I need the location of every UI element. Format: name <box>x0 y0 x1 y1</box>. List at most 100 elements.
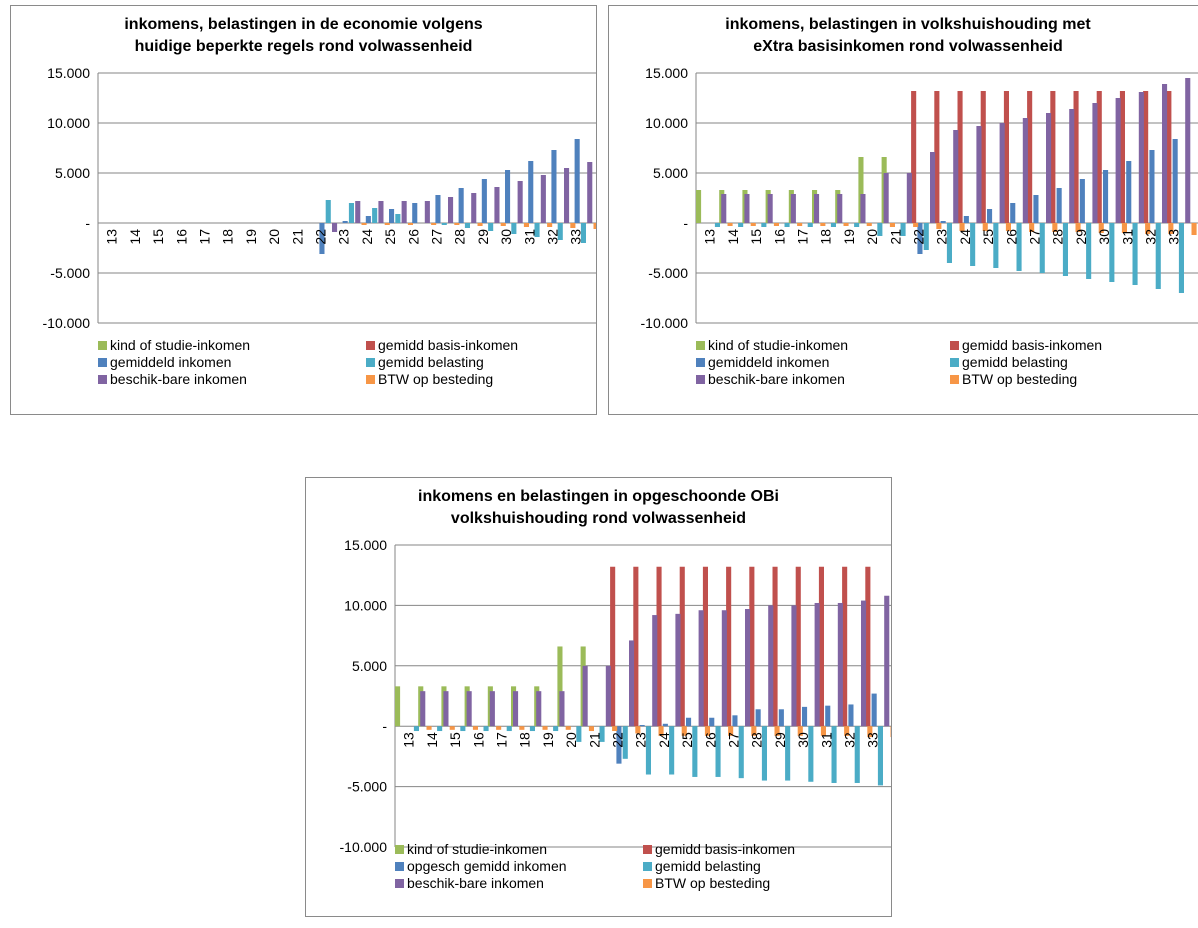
bar <box>738 726 744 779</box>
bar <box>970 223 976 266</box>
legend-swatch <box>696 358 705 367</box>
bar <box>772 566 778 727</box>
x-tick-label: 29 <box>1073 229 1089 245</box>
bar <box>761 223 767 227</box>
bar <box>877 726 883 786</box>
bar <box>448 197 454 223</box>
bar-chart: 15.000 10.000 5.000 - -5.000 -10.000 13 14 15 16 1… <box>43 65 596 331</box>
legend-swatch <box>643 879 652 888</box>
bar <box>890 726 891 738</box>
bar <box>395 686 401 727</box>
bar <box>1027 91 1033 223</box>
bar <box>1069 109 1075 223</box>
chart-title-line: inkomens, belastingen in volkshuishoudin… <box>725 16 1091 33</box>
bar <box>622 726 628 759</box>
x-tick-label: 31 <box>818 732 834 748</box>
bar <box>412 203 418 223</box>
bar <box>1016 223 1022 271</box>
bar <box>767 194 773 223</box>
x-tick-label: 22 <box>911 229 927 245</box>
bar <box>471 193 477 223</box>
bar <box>454 223 460 225</box>
x-tick-label: 24 <box>957 229 973 245</box>
x-tick-label: 21 <box>586 732 602 748</box>
x-tick-label: 20 <box>864 229 880 245</box>
bar <box>976 126 982 223</box>
bar <box>698 610 704 727</box>
bar <box>378 201 384 223</box>
bar <box>1056 188 1062 223</box>
bar <box>505 170 511 223</box>
x-tick-label: 28 <box>452 229 468 245</box>
y-tick-label: 15.000 <box>645 65 688 81</box>
bar <box>721 194 727 223</box>
legend-label: gemiddeld inkomen <box>110 354 232 370</box>
bar <box>982 223 988 231</box>
bar <box>407 223 413 225</box>
x-tick-label: 33 <box>1166 229 1182 245</box>
bar <box>732 715 738 727</box>
x-tick-label: 30 <box>498 229 514 245</box>
bar <box>1062 223 1068 276</box>
x-tick-label: 32 <box>545 229 561 245</box>
chart-title-line: volkshuishouding rond volwassenheid <box>450 510 747 527</box>
chart-panel-current-rules: inkomens, belastingen in de economie vol… <box>10 5 597 415</box>
bar <box>1046 113 1052 223</box>
bar-chart: 15.000 10.000 5.000 - -5.000 -10.000 13 14 15 16 1… <box>641 65 1198 331</box>
bar <box>565 726 571 730</box>
bar <box>860 194 866 223</box>
bar <box>1003 91 1009 223</box>
bar <box>1138 92 1144 223</box>
bar <box>536 691 542 727</box>
bar <box>1073 91 1079 223</box>
bar <box>662 723 668 727</box>
x-tick-label: 24 <box>656 732 672 748</box>
bar <box>582 665 588 727</box>
legend-swatch <box>950 358 959 367</box>
x-tick-label: 25 <box>382 229 398 245</box>
bar <box>1039 223 1045 273</box>
bar <box>726 566 732 727</box>
bar <box>633 566 639 727</box>
y-tick-label: -10.000 <box>641 315 689 331</box>
bar <box>441 223 447 225</box>
legend-label: opgesch gemidd inkomen <box>407 858 567 874</box>
y-tick-label: 10.000 <box>645 115 688 131</box>
legend-swatch <box>98 375 107 384</box>
x-tick-label: 19 <box>243 229 259 245</box>
bar <box>1185 78 1191 223</box>
bar <box>854 726 860 783</box>
bar <box>861 600 867 727</box>
x-tick-label: 17 <box>795 229 811 245</box>
bar <box>489 691 495 727</box>
bar <box>1178 223 1184 293</box>
bar <box>727 223 733 226</box>
x-tick-label: 13 <box>104 229 120 245</box>
x-tick-label: 33 <box>865 732 881 748</box>
bar <box>923 223 929 250</box>
bar <box>744 194 750 223</box>
bar <box>930 152 936 223</box>
bar <box>820 726 826 736</box>
bar <box>797 223 803 226</box>
bar <box>612 726 618 732</box>
bar <box>721 610 727 727</box>
bar <box>523 223 529 227</box>
bar <box>540 175 546 223</box>
x-tick-label: 15 <box>748 229 764 245</box>
bar <box>332 223 338 232</box>
x-tick-label: 32 <box>1143 229 1159 245</box>
legend-swatch <box>366 358 375 367</box>
legend-item: BTW op besteding <box>366 371 493 388</box>
legend-item: gemidd belasting <box>366 354 484 371</box>
bar <box>871 693 877 727</box>
bar <box>837 602 843 727</box>
bar <box>1052 223 1058 232</box>
bar <box>599 726 605 742</box>
legend-item: opgesch gemidd inkomen <box>395 858 567 875</box>
bar <box>639 724 645 727</box>
legend-label: BTW op besteding <box>655 875 771 891</box>
x-tick-label: 33 <box>568 229 584 245</box>
bar <box>616 726 622 764</box>
bar <box>842 566 848 727</box>
